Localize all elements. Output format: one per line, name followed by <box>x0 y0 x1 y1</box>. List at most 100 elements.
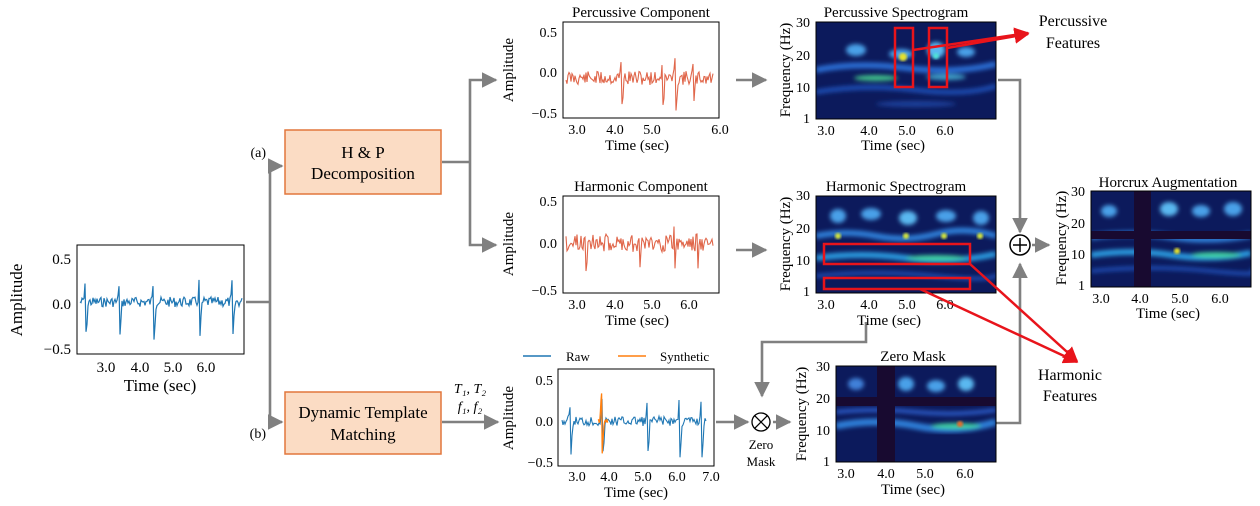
harm-comp-xlabel: Time (sec) <box>605 313 669 329</box>
perc-comp-ytick-0.0: 0.0 <box>540 66 558 81</box>
feature-annotations <box>912 27 1079 364</box>
perc-spec-title: Percussive Spectrogram <box>824 5 969 21</box>
hp-box-subtitle: Decomposition <box>311 164 415 183</box>
tm-xtick-5.0: 5.0 <box>634 470 652 485</box>
harm-comp-xtick-4.0: 4.0 <box>606 298 624 313</box>
hx-xtick-5.0: 5.0 <box>1171 292 1189 307</box>
perc-comp-ytick-neg0.5: −0.5 <box>532 107 557 122</box>
hx-xtick-6.0: 6.0 <box>1211 292 1229 307</box>
zm-xlabel: Time (sec) <box>881 482 945 498</box>
perc-spec-ytick-30: 30 <box>796 16 810 31</box>
harm-spec-ytick-30: 30 <box>796 189 810 204</box>
horcrux-image <box>1091 191 1251 287</box>
branch-a-label: (a) <box>250 146 266 161</box>
perc-spec-xtick-6.0: 6.0 <box>936 124 954 139</box>
percussive-feature-boxes <box>893 26 949 89</box>
zm-xtick-4.0: 4.0 <box>877 467 895 482</box>
tm-ytick-0.0: 0.0 <box>536 415 554 430</box>
harm-comp-ytick-0.5: 0.5 <box>540 195 558 210</box>
flow-connectors <box>246 72 1051 430</box>
template-matching-plot: Raw Synthetic 0.5 0.0 −0.5 3.0 4.0 5.0 6… <box>501 349 720 501</box>
percussive-features-label-1: Percussive <box>1039 13 1107 30</box>
harm-spec-xlabel: Time (sec) <box>857 313 921 329</box>
harm-spec-ylabel: Frequency (Hz) <box>778 197 794 292</box>
dynamic-template-matching-box: Dynamic Template Matching <box>284 391 442 455</box>
percussive-waveform <box>565 58 714 111</box>
perc-spec-ylabel: Frequency (Hz) <box>778 23 794 118</box>
harm-comp-xtick-5.0: 5.0 <box>643 298 661 313</box>
template-synthetic-waveform <box>597 393 609 454</box>
harm-spec-ytick-20: 20 <box>796 222 810 237</box>
hx-xtick-4.0: 4.0 <box>1131 292 1149 307</box>
dtm-box-subtitle: Matching <box>330 425 396 444</box>
horcrux-augmentation-spectrogram: Horcrux Augmentation 30 20 10 1 3.0 <box>1054 175 1252 322</box>
zm-ylabel: Frequency (Hz) <box>794 367 810 462</box>
harm-comp-xtick-6.0: 6.0 <box>680 298 698 313</box>
input-xtick-4.0: 4.0 <box>131 360 150 376</box>
legend-synthetic-label: Synthetic <box>660 349 709 364</box>
hx-xlabel: Time (sec) <box>1136 306 1200 322</box>
input-xtick-5.0: 5.0 <box>164 360 183 376</box>
harmonic-component-plot: Harmonic Component 0.5 0.0 −0.5 3.0 4.0 … <box>501 179 720 329</box>
zero-mask-image <box>836 366 996 462</box>
perc-spec-xlabel: Time (sec) <box>861 138 925 154</box>
input-signal-plot: 0.5 0.0 −0.5 3.0 4.0 5.0 6.0 Time (sec) … <box>7 244 245 395</box>
hx-ytick-30: 30 <box>1071 185 1085 200</box>
harm-spec-xtick-4.0: 4.0 <box>860 298 878 313</box>
harm-spec-xtick-5.0: 5.0 <box>898 298 916 313</box>
input-ytick-neg0.5: −0.5 <box>44 342 71 358</box>
template-raw-waveform <box>561 398 707 458</box>
perc-spec-xtick-5.0: 5.0 <box>898 124 916 139</box>
harmonic-spectrogram: Harmonic Spectrogram <box>778 179 997 329</box>
perc-comp-xtick-3.0: 3.0 <box>568 123 586 138</box>
perc-comp-xtick-4.0: 4.0 <box>606 123 624 138</box>
hx-ylabel: Frequency (Hz) <box>1054 191 1070 286</box>
perc-comp-xtick-5.0: 5.0 <box>643 123 661 138</box>
harmonic-features-label-1: Harmonic <box>1038 367 1102 384</box>
hx-ytick-20: 20 <box>1071 217 1085 232</box>
perc-spec-ytick-10: 10 <box>796 81 810 96</box>
tm-xtick-7.0: 7.0 <box>702 470 720 485</box>
tm-xtick-3.0: 3.0 <box>568 470 586 485</box>
percussive-spectrogram: Percussive Spectrogram 30 20 <box>778 5 997 154</box>
harm-spec-title: Harmonic Spectrogram <box>826 179 967 195</box>
hp-decomposition-box: H & P Decomposition <box>284 129 442 195</box>
perc-comp-xtick-6.0: 6.0 <box>711 123 729 138</box>
zm-xtick-3.0: 3.0 <box>837 467 855 482</box>
template-params-line2: f₁, f₂ <box>458 400 483 415</box>
legend-raw-label: Raw <box>566 349 590 364</box>
harm-spec-xtick-3.0: 3.0 <box>817 298 835 313</box>
hx-xtick-3.0: 3.0 <box>1092 292 1110 307</box>
zm-ytick-10: 10 <box>816 424 830 439</box>
hx-ytick-1: 1 <box>1078 279 1085 294</box>
tm-xtick-6.0: 6.0 <box>668 470 686 485</box>
harmonic-component-title: Harmonic Component <box>574 179 709 195</box>
zero-mask-title: Zero Mask <box>880 349 946 365</box>
branch-b-label: (b) <box>250 427 267 442</box>
hp-box-title: H & P <box>341 143 384 162</box>
zm-ytick-30: 30 <box>816 360 830 375</box>
perc-spec-image <box>816 22 996 119</box>
harm-comp-xtick-3.0: 3.0 <box>568 298 586 313</box>
zero-mask-op-label1: Zero <box>749 437 774 452</box>
perc-comp-xlabel: Time (sec) <box>605 138 669 154</box>
perc-spec-ytick-1: 1 <box>803 112 810 127</box>
template-params-line1: T₁, T₂ <box>454 382 486 397</box>
zm-xtick-6.0: 6.0 <box>956 467 974 482</box>
tm-xtick-4.0: 4.0 <box>600 470 618 485</box>
zm-ytick-20: 20 <box>816 392 830 407</box>
hx-ytick-10: 10 <box>1071 248 1085 263</box>
input-ytick-0.5: 0.5 <box>52 252 71 268</box>
horcrux-title: Horcrux Augmentation <box>1099 175 1238 191</box>
input-ytick-0.0: 0.0 <box>52 297 71 313</box>
percussive-features-label-2: Features <box>1046 35 1100 52</box>
dtm-box-title: Dynamic Template <box>298 403 427 422</box>
perc-spec-ytick-20: 20 <box>796 49 810 64</box>
harm-comp-ylabel: Amplitude <box>501 212 517 277</box>
zero-mask-operator: Zero Mask <box>747 412 776 469</box>
zero-mask-spectrogram: Zero Mask 30 20 10 1 3.0 4.0 5.0 <box>794 349 997 498</box>
input-ylabel: Amplitude <box>7 264 26 337</box>
perc-spec-xtick-4.0: 4.0 <box>860 124 878 139</box>
tm-ytick-neg0.5: −0.5 <box>528 456 553 471</box>
